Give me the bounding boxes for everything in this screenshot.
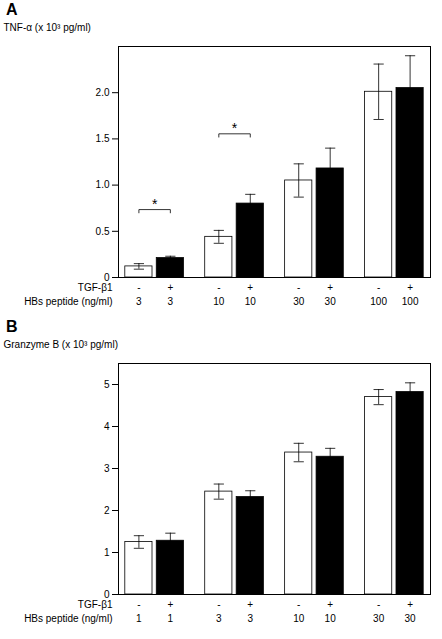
svg-text:1.5: 1.5 bbox=[96, 133, 110, 144]
svg-text:-: - bbox=[377, 282, 380, 293]
svg-text:10: 10 bbox=[293, 613, 305, 624]
html-text:B: B bbox=[6, 318, 18, 335]
svg-text:+: + bbox=[247, 282, 253, 293]
svg-text:-: - bbox=[217, 599, 220, 610]
svg-text:Granzyme B (x 10³ pg/ml): Granzyme B (x 10³ pg/ml) bbox=[4, 339, 118, 350]
svg-text:+: + bbox=[327, 282, 333, 293]
svg-text:30: 30 bbox=[373, 613, 385, 624]
svg-text:3: 3 bbox=[168, 296, 174, 307]
svg-text:+: + bbox=[167, 599, 173, 610]
svg-text:0.5: 0.5 bbox=[96, 226, 110, 237]
svg-text:-: - bbox=[137, 282, 140, 293]
svg-text:TNF-α (x 10³ pg/ml): TNF-α (x 10³ pg/ml) bbox=[4, 22, 91, 33]
svg-text:2.0: 2.0 bbox=[96, 87, 110, 98]
svg-text:3: 3 bbox=[136, 296, 142, 307]
svg-text:TGF-β1: TGF-β1 bbox=[78, 599, 113, 610]
svg-text:1: 1 bbox=[168, 613, 174, 624]
svg-text:3: 3 bbox=[247, 613, 253, 624]
svg-text:100: 100 bbox=[402, 296, 419, 307]
svg-text:10: 10 bbox=[325, 613, 337, 624]
svg-text:10: 10 bbox=[213, 296, 225, 307]
svg-text:1.0: 1.0 bbox=[96, 179, 110, 190]
svg-text:30: 30 bbox=[405, 613, 417, 624]
html-text:A: A bbox=[6, 1, 18, 18]
svg-text:1: 1 bbox=[104, 547, 110, 558]
svg-text:-: - bbox=[217, 282, 220, 293]
svg-text:30: 30 bbox=[293, 296, 305, 307]
svg-text:TGF-β1: TGF-β1 bbox=[78, 282, 113, 293]
svg-text:+: + bbox=[247, 599, 253, 610]
svg-text:+: + bbox=[167, 282, 173, 293]
svg-text:4: 4 bbox=[104, 421, 110, 432]
svg-text:2: 2 bbox=[104, 505, 110, 516]
svg-text:+: + bbox=[407, 599, 413, 610]
svg-text:HBs peptide (ng/ml): HBs peptide (ng/ml) bbox=[24, 296, 112, 307]
svg-text:3: 3 bbox=[216, 613, 222, 624]
svg-text:-: - bbox=[297, 282, 300, 293]
svg-text:30: 30 bbox=[325, 296, 337, 307]
svg-text:*: * bbox=[152, 196, 158, 212]
svg-text:1: 1 bbox=[136, 613, 142, 624]
svg-text:HBs peptide (ng/ml): HBs peptide (ng/ml) bbox=[24, 613, 112, 624]
svg-text:0: 0 bbox=[103, 271, 110, 283]
svg-text:100: 100 bbox=[370, 296, 387, 307]
svg-text:-: - bbox=[377, 599, 380, 610]
svg-text:-: - bbox=[137, 599, 140, 610]
svg-text:3: 3 bbox=[104, 463, 110, 474]
svg-text:-: - bbox=[297, 599, 300, 610]
svg-text:+: + bbox=[327, 599, 333, 610]
svg-text:10: 10 bbox=[245, 296, 257, 307]
svg-text:+: + bbox=[407, 282, 413, 293]
svg-text:0: 0 bbox=[103, 588, 110, 600]
svg-text:5: 5 bbox=[104, 379, 110, 390]
svg-text:*: * bbox=[232, 120, 238, 136]
